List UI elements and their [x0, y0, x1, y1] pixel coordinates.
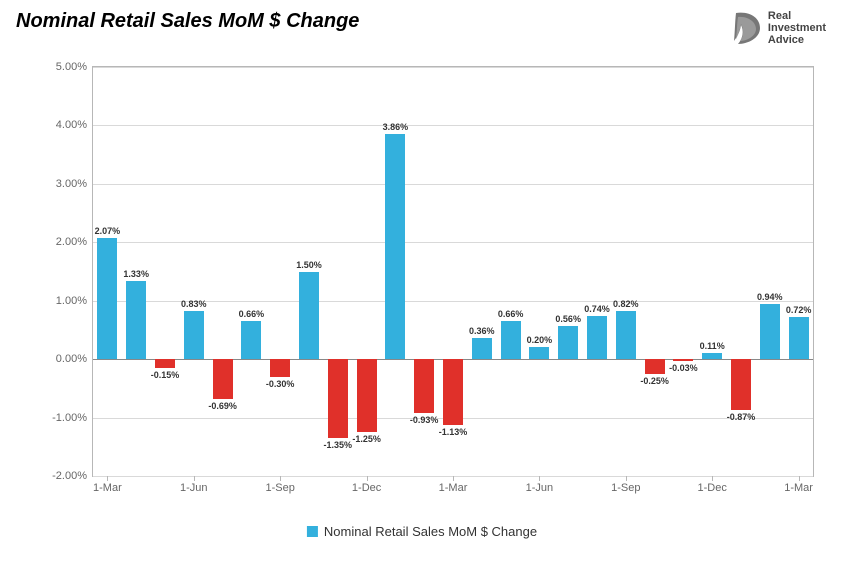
bar — [472, 338, 492, 359]
brand-line1: Real — [768, 10, 826, 22]
bar — [184, 311, 204, 359]
xtick-mark — [626, 476, 627, 481]
bar-data-label: -1.13% — [439, 427, 468, 437]
bar — [587, 316, 607, 359]
xtick-label: 1-Dec — [352, 482, 381, 494]
gridline — [93, 184, 813, 185]
xtick-mark — [280, 476, 281, 481]
bar-data-label: 0.66% — [239, 309, 265, 319]
bar-data-label: 1.33% — [123, 269, 149, 279]
ytick-label: 5.00% — [56, 61, 87, 73]
bar — [385, 134, 405, 360]
bar — [299, 272, 319, 360]
bar-data-label: 3.86% — [383, 122, 409, 132]
xtick-mark — [712, 476, 713, 481]
xtick-label: 1-Mar — [439, 482, 468, 494]
xtick-mark — [453, 476, 454, 481]
bar — [558, 326, 578, 359]
bar-data-label: 0.94% — [757, 292, 783, 302]
bar — [789, 317, 809, 359]
bar-data-label: -1.25% — [352, 434, 381, 444]
bar — [529, 347, 549, 359]
xtick-label: 1-Mar — [93, 482, 122, 494]
chart-title: Nominal Retail Sales MoM $ Change — [16, 10, 828, 33]
bar-data-label: 1.50% — [296, 260, 322, 270]
bar-data-label: 0.82% — [613, 299, 639, 309]
bar-data-label: -0.87% — [727, 412, 756, 422]
bar — [702, 353, 722, 359]
xtick-label: 1-Sep — [611, 482, 640, 494]
feather-icon — [732, 11, 762, 45]
bar — [155, 359, 175, 368]
bar — [443, 359, 463, 425]
brand-text: Real Investment Advice — [768, 10, 826, 46]
bar — [731, 359, 751, 410]
ytick-label: -2.00% — [52, 470, 87, 482]
bar-data-label: 0.56% — [555, 314, 581, 324]
bar — [645, 359, 665, 374]
xtick-label: 1-Sep — [266, 482, 295, 494]
legend: Nominal Retail Sales MoM $ Change — [307, 524, 537, 539]
bar — [97, 238, 117, 359]
ytick-label: 1.00% — [56, 295, 87, 307]
bar-data-label: -0.25% — [640, 376, 669, 386]
gridline — [93, 67, 813, 68]
bar — [270, 359, 290, 377]
legend-label: Nominal Retail Sales MoM $ Change — [324, 524, 537, 539]
xtick-label: 1-Jun — [180, 482, 208, 494]
xtick-label: 1-Jun — [526, 482, 554, 494]
bar-data-label: -0.03% — [669, 363, 698, 373]
ytick-label: 0.00% — [56, 353, 87, 365]
xtick-label: 1-Mar — [784, 482, 813, 494]
ytick-label: 4.00% — [56, 119, 87, 131]
xtick-mark — [194, 476, 195, 481]
bar — [357, 359, 377, 432]
bar — [213, 359, 233, 399]
ytick-label: 2.00% — [56, 236, 87, 248]
bar — [241, 321, 261, 360]
bar-data-label: 0.83% — [181, 299, 207, 309]
bar-data-label: 0.36% — [469, 326, 495, 336]
chart-container: Nominal Retail Sales MoM $ Change -2.00%… — [16, 10, 828, 549]
bar-data-label: -0.93% — [410, 415, 439, 425]
bar — [501, 321, 521, 360]
xtick-mark — [107, 476, 108, 481]
gridline — [93, 125, 813, 126]
brand-line3: Advice — [768, 34, 826, 46]
bar-data-label: 0.66% — [498, 309, 524, 319]
ytick-label: -1.00% — [52, 412, 87, 424]
brand-logo: Real Investment Advice — [732, 10, 826, 46]
xtick-mark — [539, 476, 540, 481]
bar — [126, 281, 146, 359]
bar — [760, 304, 780, 359]
legend-swatch — [307, 526, 318, 537]
brand-line2: Investment — [768, 22, 826, 34]
bar-data-label: -0.69% — [208, 401, 237, 411]
bar-data-label: 0.20% — [527, 335, 553, 345]
bar — [616, 311, 636, 359]
bar-data-label: 0.72% — [786, 305, 812, 315]
xtick-label: 1-Dec — [698, 482, 727, 494]
bar — [414, 359, 434, 413]
xtick-mark — [799, 476, 800, 481]
bar-data-label: 0.74% — [584, 304, 610, 314]
ytick-label: 3.00% — [56, 178, 87, 190]
bar-data-label: -0.15% — [151, 370, 180, 380]
xtick-mark — [367, 476, 368, 481]
plot-area: -2.00%-1.00%0.00%1.00%2.00%3.00%4.00%5.0… — [92, 66, 814, 477]
bar — [673, 359, 693, 361]
bar-data-label: -0.30% — [266, 379, 295, 389]
bar-data-label: -1.35% — [324, 440, 353, 450]
bar-data-label: 0.11% — [700, 341, 725, 351]
bar — [328, 359, 348, 438]
gridline — [93, 242, 813, 243]
bar-data-label: 2.07% — [95, 226, 121, 236]
